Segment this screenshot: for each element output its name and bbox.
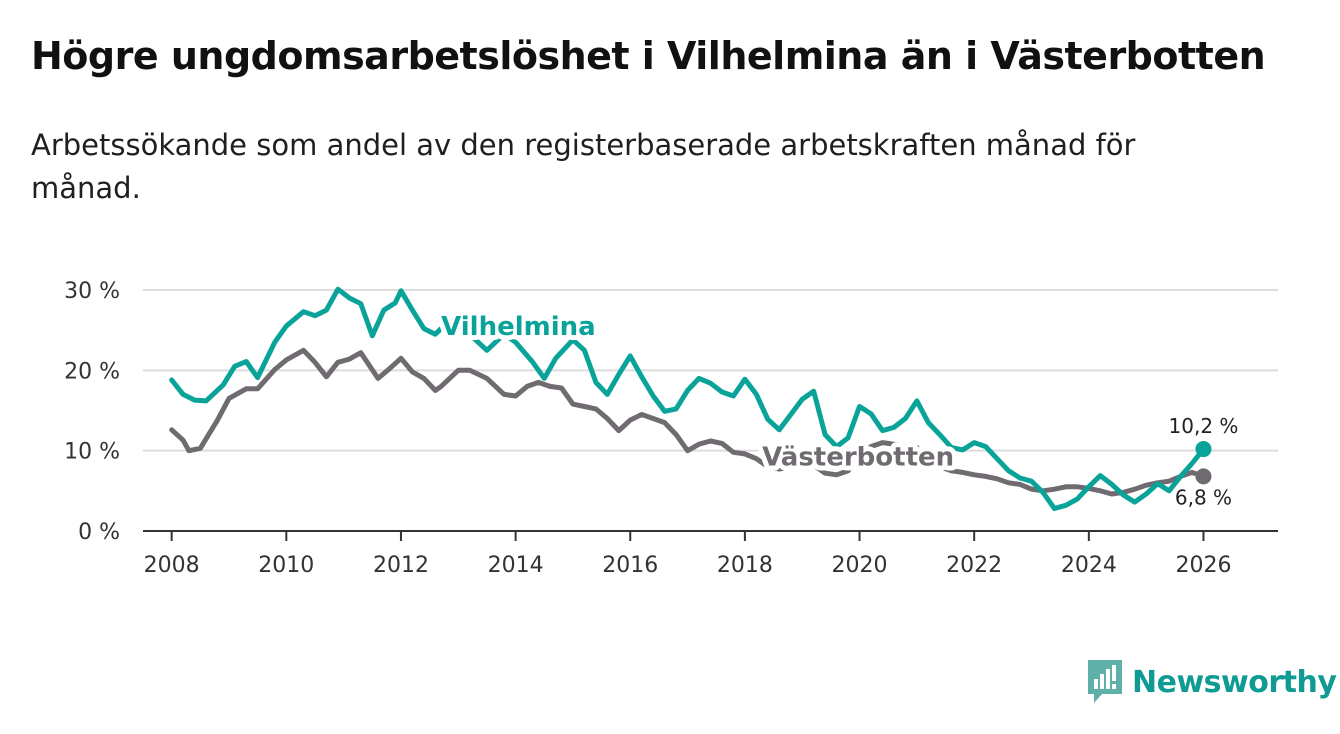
x-tick-label: 2018 <box>717 553 773 578</box>
y-tick-label: 20 % <box>64 359 120 384</box>
x-tick-label: 2026 <box>1175 553 1231 578</box>
y-tick-label: 30 % <box>64 279 120 304</box>
end-label-vilhelmina-halo: 10,2 % <box>1169 414 1239 438</box>
chart-subtitle: Arbetssökande som andel av den registerb… <box>31 128 1136 205</box>
series-lines <box>169 286 1212 511</box>
series-line-vilhelmina <box>169 286 1206 511</box>
x-tick-label: 2008 <box>144 553 200 578</box>
series-labels: VilhelminaVilhelminaVästerbottenVästerbo… <box>436 307 1241 512</box>
y-tick-label: 10 % <box>64 440 120 465</box>
axes: 0 % 10 % 20 % 30 % 2008 2010 2012 2014 2016 2018 2… <box>64 279 1278 578</box>
series-label-vilhelmina: Vilhelmina <box>441 312 596 342</box>
x-tick-label: 2012 <box>373 553 429 578</box>
series-label-vasterbotten: Västerbotten <box>762 442 954 472</box>
bar-chart-icon <box>1088 660 1122 703</box>
y-tick-label: 0 % <box>78 520 120 545</box>
series-label-vasterbotten-halo: Västerbotten <box>762 442 954 472</box>
end-label-vilhelmina: 10,2 % <box>1169 414 1239 438</box>
x-tick-label: 2024 <box>1061 553 1117 578</box>
brand-logo: Newsworthy <box>1088 660 1337 704</box>
end-point-vasterbotten <box>1195 468 1212 485</box>
brand-name: Newsworthy <box>1132 664 1337 700</box>
end-point-vilhelmina <box>1195 441 1212 458</box>
chart-title: Högre ungdomsarbetslöshet i Vilhelmina ä… <box>31 34 1266 78</box>
x-tick-label: 2010 <box>258 553 314 578</box>
x-tick-label: 2014 <box>488 553 544 578</box>
x-tick-label: 2022 <box>946 553 1002 578</box>
x-tick-label: 2016 <box>602 553 658 578</box>
end-label-vasterbotten-halo: 6,8 % <box>1175 485 1232 509</box>
series-line-vasterbotten <box>169 347 1206 497</box>
series-label-vilhelmina-halo: Vilhelmina <box>441 312 596 342</box>
x-tick-label: 2020 <box>832 553 888 578</box>
end-label-vasterbotten: 6,8 % <box>1175 485 1232 509</box>
